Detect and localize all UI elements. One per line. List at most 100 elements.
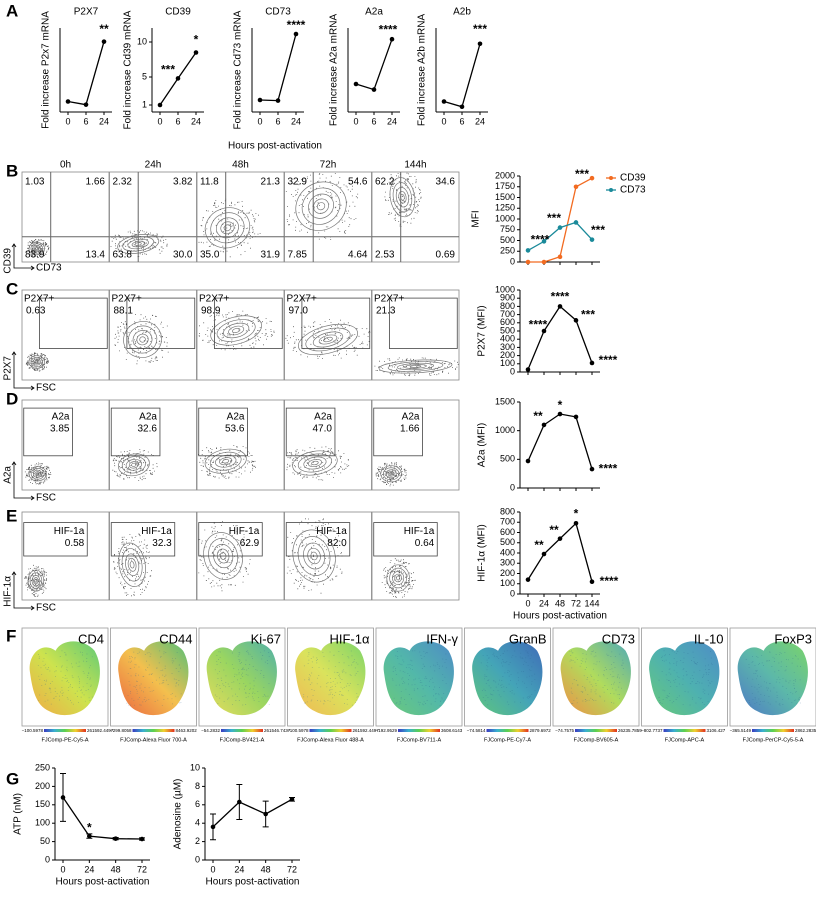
y-tick-label: 0 bbox=[510, 256, 515, 266]
contour bbox=[303, 456, 327, 470]
data-point bbox=[175, 76, 181, 81]
gate bbox=[198, 522, 263, 557]
tsne-texture bbox=[303, 650, 359, 706]
y-tick-label: 1750 bbox=[495, 181, 515, 191]
gate-value: 62.9 bbox=[240, 538, 260, 549]
gate-label: P2X7+ bbox=[199, 294, 229, 305]
y-tick-label: 4 bbox=[195, 818, 200, 828]
chart-title: P2X7 bbox=[74, 7, 99, 18]
contour bbox=[132, 330, 153, 349]
gate-label: A2a bbox=[402, 412, 420, 423]
channel-label: FJComp-BV605-A bbox=[574, 737, 619, 743]
data-point bbox=[525, 577, 531, 582]
data-line bbox=[527, 522, 593, 582]
significance-label: *** bbox=[575, 167, 589, 181]
contour bbox=[128, 461, 139, 469]
data-point bbox=[139, 836, 145, 842]
data-point bbox=[60, 795, 66, 800]
panel-letter: B bbox=[6, 161, 18, 180]
significance-label: **** bbox=[599, 461, 618, 475]
significance-label: **** bbox=[379, 22, 398, 36]
contour bbox=[305, 327, 351, 352]
significance-label: **** bbox=[599, 353, 618, 367]
data-point bbox=[589, 360, 595, 366]
y-axis-label: A2a (MFI) bbox=[477, 423, 488, 467]
color-bar-min: −365.5149 bbox=[730, 728, 752, 733]
data-point bbox=[353, 81, 359, 87]
channel-label: FJComp-APC-A bbox=[665, 737, 705, 743]
gate-value: 47.0 bbox=[312, 424, 332, 435]
channel-label: FJComp-BV421-A bbox=[220, 737, 265, 743]
data-point bbox=[101, 39, 107, 44]
contour bbox=[121, 456, 146, 474]
y-axis-label: Fold increase A2a mRNA bbox=[329, 14, 340, 127]
quadrant-value: 2.53 bbox=[375, 250, 395, 261]
x-tick-label: 0 bbox=[210, 864, 215, 874]
significance-label: **** bbox=[287, 18, 306, 32]
contour bbox=[31, 575, 41, 587]
y-tick-label: 900 bbox=[500, 293, 515, 303]
contour bbox=[307, 547, 321, 565]
y-tick-label: 500 bbox=[500, 235, 515, 245]
x-tick-label: 0 bbox=[525, 598, 530, 608]
gate-label: HIF-1a bbox=[229, 526, 260, 537]
data-point bbox=[441, 99, 447, 104]
tsne-texture bbox=[745, 651, 801, 706]
contour bbox=[219, 457, 233, 466]
flow-plot-frame bbox=[284, 171, 372, 263]
gate-label: P2X7+ bbox=[24, 294, 54, 305]
significance-label: ** bbox=[534, 538, 544, 552]
data-point bbox=[589, 237, 595, 242]
x-tick-label: 48 bbox=[111, 864, 121, 874]
gate bbox=[198, 407, 248, 457]
contour bbox=[312, 331, 344, 348]
contour bbox=[295, 181, 347, 231]
quadrant-value: 34.6 bbox=[436, 177, 456, 188]
data-point bbox=[557, 411, 563, 417]
tsne-map bbox=[383, 641, 454, 716]
y-tick-label: 1 bbox=[142, 99, 147, 109]
gate-label: A2a bbox=[314, 412, 332, 423]
contour bbox=[125, 458, 142, 471]
timepoint-label: 48h bbox=[232, 160, 249, 171]
x-tick-label: 24 bbox=[191, 116, 201, 126]
timepoint-label: 72h bbox=[320, 160, 337, 171]
contour bbox=[35, 360, 39, 364]
tsne-map bbox=[472, 641, 543, 716]
y-tick-label: 100 bbox=[500, 578, 515, 588]
flow-x-axis-label: FSC bbox=[36, 383, 56, 394]
color-bar bbox=[44, 729, 86, 732]
axis-arrow bbox=[11, 571, 35, 611]
gate-label: P2X7+ bbox=[374, 294, 404, 305]
tsne-map bbox=[737, 641, 808, 716]
contour bbox=[32, 245, 42, 253]
data-point bbox=[573, 184, 579, 190]
x-tick-label: 0 bbox=[353, 116, 358, 126]
data-point bbox=[589, 579, 595, 584]
marker-label: CD73 bbox=[602, 631, 635, 646]
gate-label: HIF-1a bbox=[316, 526, 347, 537]
y-tick-label: 1000 bbox=[495, 284, 515, 294]
significance-label: * bbox=[87, 820, 92, 834]
chart-title: A2a bbox=[365, 7, 383, 18]
contour bbox=[203, 532, 243, 580]
contour bbox=[204, 207, 251, 249]
quadrant-value: 4.64 bbox=[348, 250, 368, 261]
contour bbox=[392, 182, 413, 213]
data-point bbox=[459, 104, 465, 110]
y-tick-label: 0 bbox=[510, 366, 515, 376]
quadrant-value: 0.69 bbox=[436, 250, 456, 261]
contour bbox=[297, 453, 333, 473]
contour bbox=[30, 243, 44, 254]
y-tick-label: 500 bbox=[500, 325, 515, 335]
legend-marker bbox=[609, 188, 613, 192]
data-point bbox=[275, 98, 281, 103]
gate-label: HIF-1a bbox=[54, 526, 85, 537]
contour bbox=[409, 365, 422, 368]
data-point bbox=[525, 248, 531, 253]
contour bbox=[127, 325, 158, 354]
gate-value: 53.6 bbox=[225, 424, 245, 435]
data-point bbox=[193, 50, 199, 55]
data-line bbox=[355, 38, 393, 91]
